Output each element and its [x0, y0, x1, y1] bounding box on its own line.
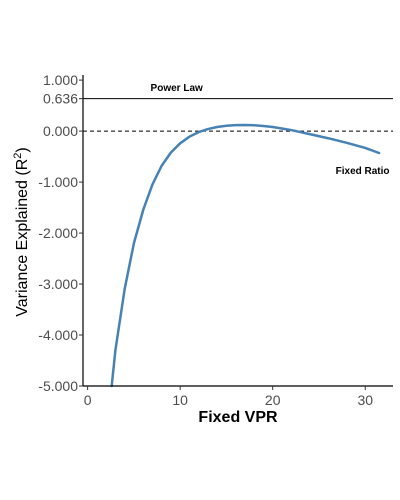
y-tick-label: 0.000: [43, 123, 78, 139]
x-tick-label: 20: [265, 392, 281, 408]
y-tick-label: -4.000: [38, 327, 78, 343]
plot-area: Power Law Fixed Ratio: [83, 83, 393, 388]
x-tick-label: 0: [84, 392, 92, 408]
y-tick-label: 1.000: [43, 72, 78, 88]
y-axis-title-superscript: 2: [12, 153, 24, 159]
annotation-fixed-ratio: Fixed Ratio: [336, 166, 390, 177]
y-axis-title-main: Variance Explained (R: [14, 159, 31, 317]
y-tick-label: -3.000: [38, 276, 78, 292]
y-tick-label: -1.000: [38, 174, 78, 190]
x-tick-label: 30: [357, 392, 373, 408]
y-tick-label: -5.000: [38, 378, 78, 394]
annotation-power-law: Power Law: [151, 83, 203, 94]
y-axis-title: Variance Explained (R2): [12, 147, 31, 316]
x-axis-title: Fixed VPR: [198, 409, 278, 426]
y-tick-label: -2.000: [38, 225, 78, 241]
x-tick-label: 10: [172, 392, 188, 408]
y-axis-title-tail: ): [14, 147, 31, 152]
series-line-fixed-ratio: [110, 123, 381, 388]
axes: 1.000 0.636 0.000 -1.000 -2.000 -3.000 -4.000 -…: [38, 72, 393, 408]
y-tick-label: 0.636: [43, 91, 78, 107]
